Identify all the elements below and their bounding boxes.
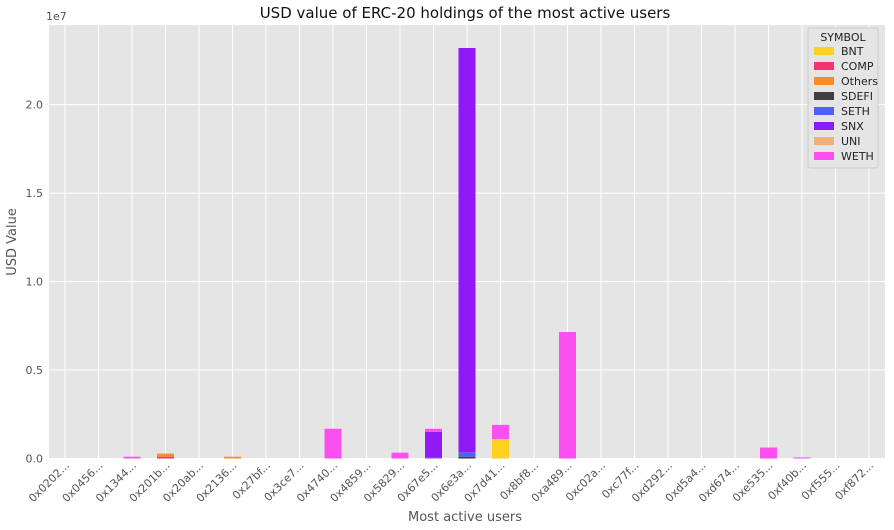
bar-segment-seth [425, 457, 442, 459]
x-axis-title: Most active users [408, 510, 522, 525]
bar-segment-comp [157, 456, 174, 459]
bar-segment-weth [793, 457, 811, 459]
y-scale-label: 1e7 [46, 10, 67, 23]
legend-label: BNT [841, 45, 864, 58]
bar-segment-weth [123, 456, 141, 459]
bar-segment-snx [425, 431, 442, 458]
bar-segment-weth [324, 428, 342, 459]
chart-title: USD value of ERC-20 holdings of the most… [260, 4, 671, 22]
x-tick-labels: 0x0202...0x0456...0x1344...0x201b...0x20… [26, 459, 876, 505]
legend-title: SYMBOL [820, 31, 866, 44]
legend-label: Others [841, 75, 878, 88]
bar-segment-seth [458, 452, 476, 457]
legend-label: COMP [841, 60, 874, 73]
legend-label: SDEFI [841, 90, 873, 103]
y-tick-label: 1.5 [26, 187, 44, 200]
bar-segment-sdefi [458, 456, 476, 459]
legend-swatch [814, 122, 834, 130]
bar-segment-snx [458, 48, 476, 453]
bar-segment-uni [157, 453, 174, 455]
y-tick-labels: 0.0 0.5 1.0 1.5 2.0 [26, 99, 44, 466]
legend-label: SETH [841, 105, 870, 118]
legend-swatch [814, 77, 834, 85]
legend-swatch [814, 47, 834, 55]
bar-segment-weth [391, 452, 409, 459]
y-tick-label: 2.0 [26, 99, 44, 112]
y-tick-label: 0.0 [26, 453, 44, 466]
bars-layer [123, 48, 811, 459]
grid-layer [49, 25, 885, 459]
y-axis-title: USD Value [5, 208, 20, 276]
y-tick-label: 1.0 [26, 276, 44, 289]
legend-label: UNI [841, 135, 861, 148]
legend-swatch [814, 92, 834, 100]
bar-segment-weth [492, 424, 509, 440]
legend: SYMBOL BNT COMP Others SDEFI SETH SNX UNI WETH [807, 27, 879, 169]
legend-label: WETH [841, 150, 874, 163]
legend-swatch [814, 107, 834, 115]
bar-segment-others [157, 454, 174, 457]
bar-segment-bnt [492, 439, 509, 459]
legend-swatch [814, 62, 834, 70]
bar-segment-weth [760, 447, 777, 459]
bar-segment-weth [559, 331, 576, 459]
legend-swatch [814, 137, 834, 145]
legend-label: SNX [841, 120, 864, 133]
y-tick-label: 0.5 [26, 364, 44, 377]
legend-items: BNT COMP Others SDEFI SETH SNX UNI WETH [814, 45, 878, 163]
bar-segment-others [224, 456, 241, 459]
legend-swatch [814, 152, 834, 160]
bar-segment-weth [425, 428, 442, 432]
